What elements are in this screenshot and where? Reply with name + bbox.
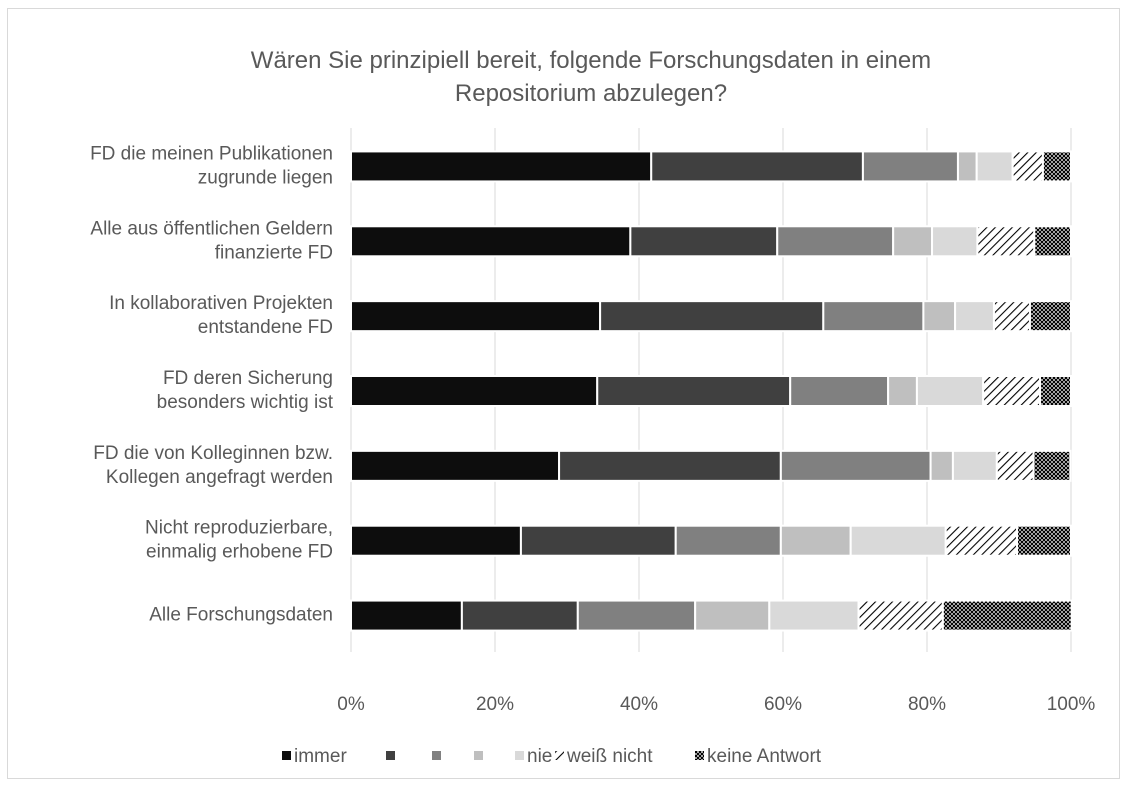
bar-segment bbox=[887, 375, 918, 407]
bar-segment bbox=[1028, 300, 1072, 333]
bar-segment bbox=[1016, 524, 1072, 557]
legend-label: immer bbox=[294, 746, 347, 767]
y-tick-label: FD die meinen Publikationen zugrunde lieg… bbox=[90, 143, 333, 188]
bar-segment bbox=[460, 599, 579, 632]
bar-segment bbox=[599, 300, 825, 333]
legend-marker bbox=[474, 751, 483, 760]
legend-marker bbox=[282, 751, 291, 760]
bar-segment bbox=[350, 375, 599, 407]
bar-segment bbox=[931, 225, 979, 258]
bar-segment bbox=[849, 524, 947, 557]
bar-segment bbox=[995, 449, 1035, 482]
bar-segment bbox=[944, 524, 1018, 557]
bar-segment bbox=[951, 449, 998, 482]
bar-segment bbox=[779, 524, 852, 557]
bar-segment bbox=[1041, 150, 1073, 183]
bar-segment bbox=[1033, 225, 1073, 258]
bar-segment bbox=[922, 300, 957, 333]
bar-segment bbox=[857, 599, 944, 632]
bar-segment bbox=[929, 449, 954, 482]
bar-segment bbox=[776, 225, 895, 258]
y-tick-label: Nicht reproduzierbare, einmalig erhobene … bbox=[145, 518, 333, 563]
legend-label: weiß nicht bbox=[566, 746, 653, 767]
y-tick-label: In kollaborativen Projekten entstandene F… bbox=[109, 293, 333, 338]
y-tick-label: FD deren Sicherung besonders wichtig ist bbox=[157, 368, 334, 413]
bar-segment bbox=[350, 449, 561, 482]
bar-segment bbox=[650, 150, 864, 183]
x-tick-label: 0% bbox=[337, 694, 365, 715]
y-tick-label: Alle aus öffentlichen Geldern finanzierte… bbox=[90, 218, 333, 263]
legend-marker bbox=[555, 751, 564, 760]
bar-segment bbox=[519, 524, 677, 557]
bar-segment bbox=[629, 225, 779, 258]
bar-segment bbox=[1039, 375, 1073, 407]
y-tick-label: FD die von Kolleginnen bzw. Kollegen ange… bbox=[93, 443, 333, 488]
bar-segment bbox=[558, 449, 782, 482]
bar-segment bbox=[674, 524, 782, 557]
bar-segment bbox=[694, 599, 771, 632]
bar-segment bbox=[1032, 449, 1072, 482]
bar-segment bbox=[982, 375, 1042, 407]
x-tick-label: 20% bbox=[476, 694, 514, 715]
bar-segment bbox=[976, 225, 1036, 258]
legend-label: nie bbox=[527, 746, 552, 767]
x-tick-label: 100% bbox=[1047, 694, 1096, 715]
bar-segment bbox=[956, 150, 978, 183]
x-tick-label: 80% bbox=[908, 694, 946, 715]
chart-title: Wären Sie prinzipiell bereit, folgende F… bbox=[251, 47, 931, 107]
bar-segment bbox=[975, 150, 1014, 183]
bar-segment bbox=[779, 449, 932, 482]
bar-segment bbox=[861, 150, 959, 183]
bar-segment bbox=[915, 375, 985, 407]
legend-label: keine Antwort bbox=[707, 746, 822, 767]
y-tick-label: Alle Forschungsdaten bbox=[149, 605, 333, 626]
bar-segment bbox=[892, 225, 934, 258]
bar-segment bbox=[789, 375, 890, 407]
legend-marker bbox=[515, 751, 524, 760]
bar-segment bbox=[992, 300, 1031, 333]
x-tick-label: 60% bbox=[764, 694, 802, 715]
legend-marker bbox=[432, 751, 441, 760]
bar-segment bbox=[954, 300, 995, 333]
chart-frame bbox=[7, 8, 1120, 779]
bar-segment bbox=[1011, 150, 1044, 183]
bar-segment bbox=[822, 300, 925, 333]
bar-segment bbox=[596, 375, 792, 407]
bar-segment bbox=[350, 300, 602, 333]
legend-marker bbox=[695, 751, 704, 760]
x-tick-label: 40% bbox=[620, 694, 658, 715]
legend-marker bbox=[386, 751, 395, 760]
bar-segment bbox=[576, 599, 697, 632]
bar-segment bbox=[941, 599, 1073, 632]
bar-segment bbox=[768, 599, 860, 632]
bar-segment bbox=[350, 150, 653, 183]
bar-segment bbox=[350, 524, 522, 557]
bar-segment bbox=[350, 225, 632, 258]
bar-segment bbox=[350, 599, 463, 632]
